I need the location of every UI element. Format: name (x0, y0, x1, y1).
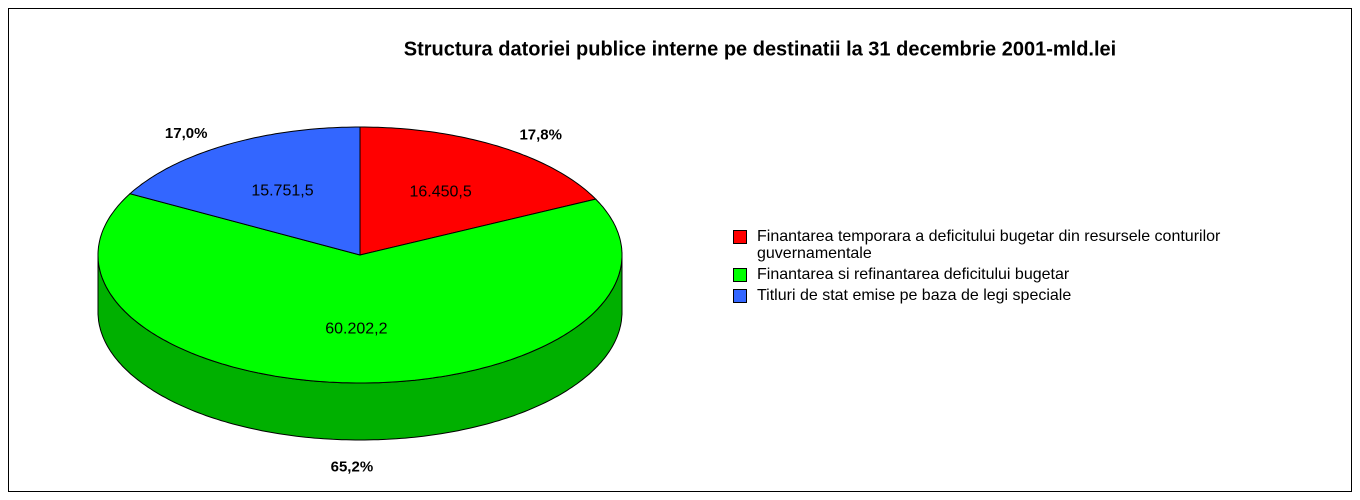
legend-swatch (733, 289, 747, 303)
pie-slice (97, 193, 623, 384)
legend-item: Titluri de stat emise pe baza de legi sp… (733, 287, 1293, 304)
legend-label: Finantarea temporara a deficitului buget… (757, 228, 1221, 262)
legend-swatch (733, 268, 747, 282)
legend: Finantarea temporara a deficitului buget… (733, 228, 1293, 308)
percent-label: 17,0% (165, 125, 208, 142)
legend-swatch (733, 230, 747, 244)
value-label: 15.751,5 (251, 182, 313, 199)
pie-slice (359, 126, 597, 256)
legend-label: Finantarea si refinantarea deficitului b… (757, 266, 1070, 283)
legend-item: Finantarea si refinantarea deficitului b… (733, 266, 1293, 283)
legend-label: Titluri de stat emise pe baza de legi sp… (757, 287, 1072, 304)
chart-title: Structura datoriei publice interne pe de… (404, 38, 1116, 60)
legend-item: Finantarea temporara a deficitului buget… (733, 228, 1293, 262)
value-label: 60.202,2 (325, 320, 387, 337)
pie-slice (128, 126, 361, 256)
percent-label: 17,8% (519, 127, 562, 144)
value-label: 16.450,5 (409, 183, 471, 200)
percent-label: 65,2% (331, 459, 374, 476)
